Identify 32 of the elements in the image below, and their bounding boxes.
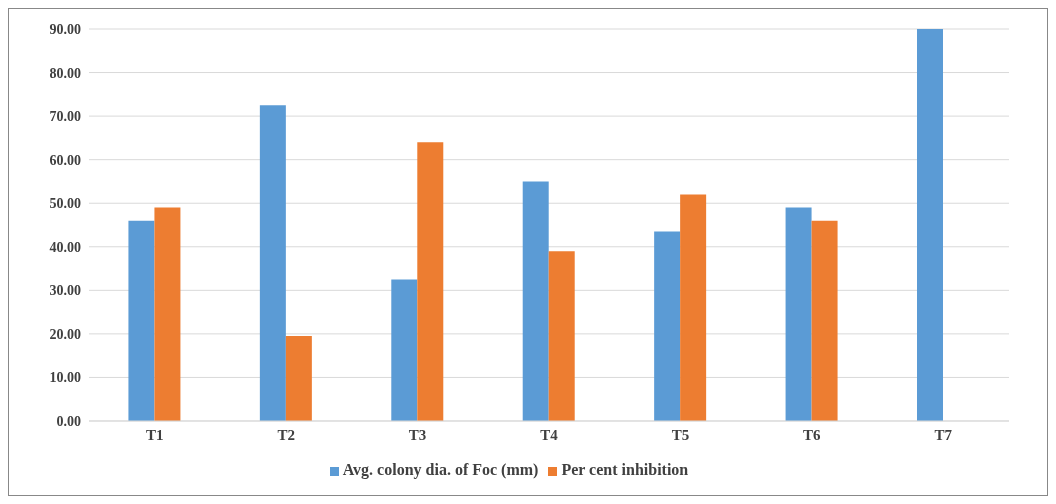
y-tick-label: 60.00	[49, 152, 81, 168]
x-tick-label: T6	[803, 426, 822, 443]
x-tick-label: T5	[671, 426, 690, 443]
y-tick-label: 50.00	[49, 196, 81, 212]
bar	[391, 279, 418, 421]
x-tick-label: T7	[934, 426, 953, 443]
bar	[285, 336, 312, 421]
y-tick-label: 40.00	[49, 239, 81, 255]
bar	[259, 105, 286, 421]
y-tick-label: 80.00	[49, 65, 81, 81]
x-tick-label: T4	[540, 426, 559, 443]
bar	[417, 142, 444, 421]
bar	[154, 207, 181, 421]
legend-label: Avg. colony dia. of Foc (mm)	[342, 461, 539, 478]
bar	[522, 181, 549, 421]
y-tick-label: 10.00	[49, 370, 81, 386]
bar	[548, 251, 575, 421]
y-tick-label: 90.00	[49, 21, 81, 37]
y-tick-label: 20.00	[49, 326, 81, 342]
bar	[785, 207, 812, 421]
y-tick-label: 0.00	[56, 413, 81, 429]
bar	[917, 29, 943, 421]
bar	[654, 231, 681, 421]
bar	[680, 194, 707, 421]
bar	[128, 220, 155, 421]
bar	[811, 220, 838, 421]
y-tick-label: 30.00	[49, 283, 81, 299]
x-tick-label: T1	[145, 426, 164, 443]
x-tick-label: T3	[408, 426, 427, 443]
legend-label: Per cent inhibition	[561, 461, 689, 478]
x-tick-label: T2	[277, 426, 295, 443]
y-tick-label: 70.00	[49, 109, 81, 125]
